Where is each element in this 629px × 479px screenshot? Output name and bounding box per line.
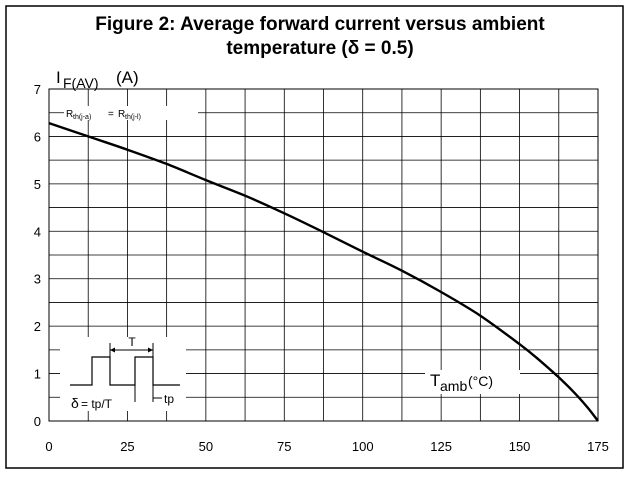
x-tick-label: 50 — [199, 439, 213, 454]
x-axis-subscript: amb — [440, 378, 467, 394]
x-axis-unit: (°C) — [468, 373, 493, 389]
rth-label: R th(j-a) = R th(j-l) — [66, 109, 141, 121]
x-label-bg — [425, 370, 520, 394]
y-tick-label: 1 — [34, 367, 41, 382]
rth-left-sub: th(j-a) — [73, 114, 91, 121]
x-tick-label: 75 — [277, 439, 291, 454]
y-axis-label: I F(AV) (A) — [56, 68, 139, 91]
y-tick-label: 0 — [34, 414, 41, 429]
x-tick-label: 125 — [430, 439, 452, 454]
y-tick-label: 2 — [34, 319, 41, 334]
rth-eq: = — [108, 109, 114, 120]
x-axis-label: T amb (°C) — [430, 371, 493, 394]
x-tick-label: 175 — [587, 439, 609, 454]
duty-formula: = tp/T — [81, 397, 113, 411]
chart-title-line1: Figure 2: Average forward current versus… — [95, 14, 545, 35]
x-tick-label: 0 — [45, 439, 52, 454]
x-tick-label: 25 — [120, 439, 134, 454]
y-tick-labels: 0 1 2 3 4 5 6 7 — [34, 82, 41, 429]
tp-label: tp — [164, 392, 174, 406]
period-arrowhead-right — [148, 347, 153, 353]
x-axis-symbol: T — [430, 371, 440, 390]
plot-frame — [48, 88, 599, 422]
x-tick-label: 150 — [509, 439, 531, 454]
period-label: T — [128, 335, 136, 349]
y-axis-unit: (A) — [116, 68, 139, 87]
y-axis-symbol: I — [56, 68, 61, 87]
x-tick-labels: 0 25 50 75 100 125 150 175 — [45, 439, 608, 454]
y-tick-label: 7 — [34, 82, 41, 97]
series-line-if-av — [48, 121, 599, 422]
rth-right-sub: th(j-l) — [125, 114, 141, 121]
x-tick-label: 100 — [352, 439, 374, 454]
chart-title-line2: temperature (δ = 0.5) — [226, 38, 413, 59]
duty-delta: δ — [71, 395, 79, 411]
pulse-waveform — [70, 356, 180, 386]
y-tick-label: 4 — [34, 224, 41, 239]
y-tick-label: 3 — [34, 272, 41, 287]
rth-right-main: R — [118, 109, 125, 120]
rth-left-main: R — [66, 109, 73, 120]
inset-bg — [60, 337, 186, 411]
y-axis-subscript: F(AV) — [63, 75, 99, 91]
y-tick-label: 6 — [34, 129, 41, 144]
inset-pulse-diagram: T tp δ = tp/T — [70, 335, 180, 411]
period-arrowhead-left — [110, 347, 115, 353]
rth-label-bg — [64, 106, 198, 120]
y-tick-label: 5 — [34, 177, 41, 192]
